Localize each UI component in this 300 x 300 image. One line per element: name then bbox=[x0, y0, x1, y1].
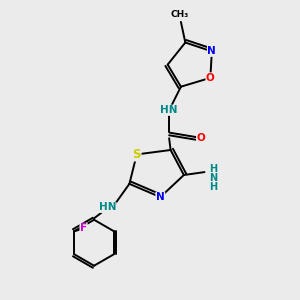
Text: O: O bbox=[196, 133, 205, 143]
Text: CH₃: CH₃ bbox=[170, 10, 189, 19]
Text: HN: HN bbox=[99, 202, 116, 212]
Text: HN: HN bbox=[160, 105, 178, 115]
Text: H: H bbox=[209, 182, 218, 192]
Text: N: N bbox=[156, 192, 165, 202]
Text: F: F bbox=[80, 223, 87, 233]
Text: N: N bbox=[208, 46, 216, 56]
Text: O: O bbox=[206, 73, 215, 83]
Text: H: H bbox=[209, 164, 218, 174]
Text: S: S bbox=[133, 148, 141, 161]
Text: N: N bbox=[209, 173, 218, 183]
